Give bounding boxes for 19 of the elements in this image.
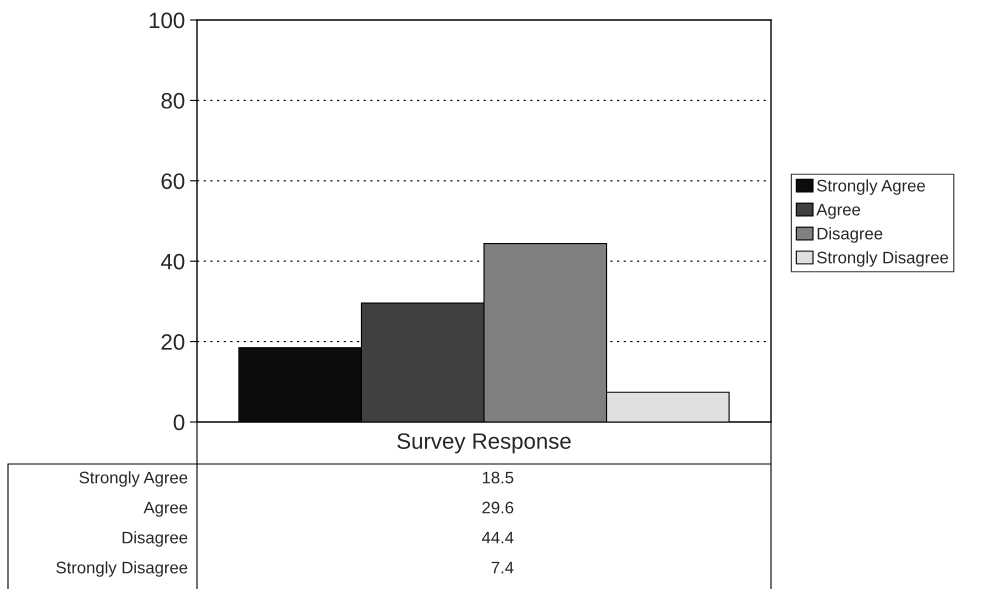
text: Agree bbox=[144, 502, 188, 517]
y-tick-label: 60 bbox=[162, 173, 184, 190]
text: 29.6 bbox=[482, 502, 514, 514]
text: Strongly Disagree bbox=[56, 561, 188, 577]
text: 18.5 bbox=[482, 472, 514, 484]
text: Strongly Agree bbox=[79, 471, 188, 487]
legend-label: Agree bbox=[816, 204, 860, 219]
text: 44.4 bbox=[482, 532, 514, 544]
y-tick-label: 100 bbox=[150, 12, 184, 28]
legend-label: Strongly Disagree bbox=[817, 251, 948, 267]
legend-label: Disagree bbox=[818, 227, 882, 243]
text: 7.4 bbox=[492, 562, 514, 574]
text: Disagree bbox=[122, 531, 188, 547]
legend-label: Strongly Agree bbox=[817, 179, 925, 195]
y-tick-label: 80 bbox=[161, 92, 184, 109]
y-tick-label: 0 bbox=[174, 414, 184, 430]
y-tick-label: 40 bbox=[160, 254, 184, 270]
x-tick-label: Survey Response bbox=[397, 433, 571, 454]
y-tick-label: 20 bbox=[162, 334, 184, 350]
